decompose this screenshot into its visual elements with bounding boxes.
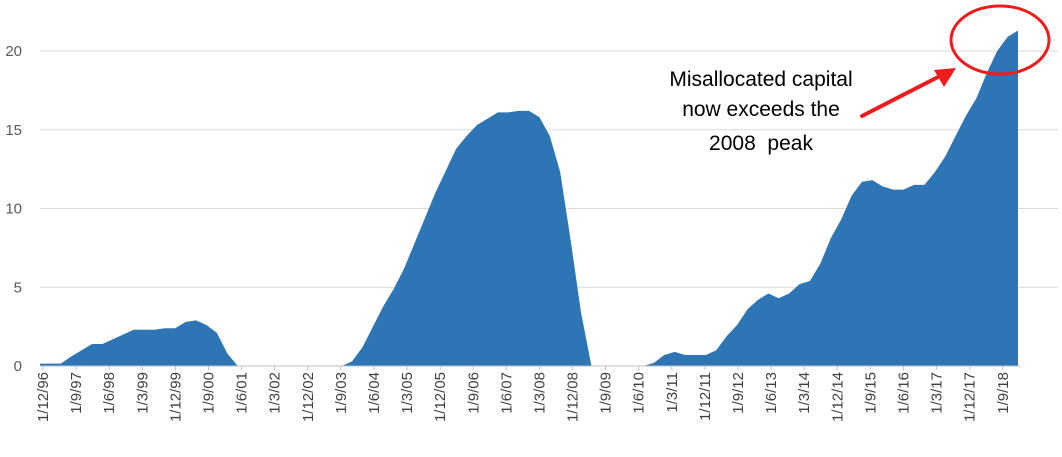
annotation-line-3: 2008 peak bbox=[709, 132, 813, 155]
x-tick-label: 1/6/07 bbox=[498, 372, 515, 414]
y-tick-label: 10 bbox=[5, 201, 22, 218]
x-tick-label: 1/3/99 bbox=[134, 372, 151, 414]
x-tick-label: 1/6/16 bbox=[896, 372, 913, 414]
x-tick-label: 1/9/09 bbox=[598, 372, 615, 414]
x-tick-label: 1/9/18 bbox=[995, 372, 1012, 414]
x-tick-label: 1/9/00 bbox=[200, 372, 217, 414]
x-tick-label: 1/3/11 bbox=[664, 372, 681, 413]
annotation-circle bbox=[949, 4, 1051, 76]
y-tick-label: 5 bbox=[14, 279, 22, 296]
x-tick-label: 1/12/08 bbox=[565, 372, 582, 422]
annotation: Misallocated capital now exceeds the 200… bbox=[669, 4, 1051, 155]
area-layer bbox=[40, 30, 1018, 367]
x-tick-label: 1/3/05 bbox=[399, 372, 416, 414]
y-tick-label: 20 bbox=[5, 43, 22, 60]
x-tick-label: 1/12/05 bbox=[432, 372, 449, 422]
annotation-line-2: now exceeds the bbox=[682, 98, 840, 121]
x-tick-label: 1/9/06 bbox=[465, 372, 482, 414]
x-tick-label: 1/12/02 bbox=[300, 372, 317, 422]
x-tick-label: 1/9/03 bbox=[333, 372, 350, 414]
x-tick-label: 1/12/11 bbox=[697, 372, 714, 421]
y-tick-label: 15 bbox=[5, 122, 22, 139]
x-tick-label: 1/3/08 bbox=[531, 372, 548, 414]
x-tick-label: 1/6/13 bbox=[763, 372, 780, 414]
x-tick-label: 1/6/01 bbox=[234, 372, 251, 414]
x-tick-label: 1/9/15 bbox=[862, 372, 879, 414]
y-tick-label: 0 bbox=[14, 358, 22, 375]
annotation-line-1: Misallocated capital bbox=[669, 68, 852, 91]
x-tick-label: 1/6/98 bbox=[101, 372, 118, 414]
x-tick-label: 1/3/02 bbox=[267, 372, 284, 414]
x-tick-label: 1/6/10 bbox=[631, 372, 648, 414]
x-tick-label: 1/12/14 bbox=[829, 372, 846, 422]
annotation-arrowhead bbox=[934, 68, 956, 87]
x-tick-label: 1/3/14 bbox=[796, 372, 813, 414]
x-tick-label: 1/9/12 bbox=[730, 372, 747, 414]
x-tick-label: 1/3/17 bbox=[929, 372, 946, 414]
x-tick-label: 1/6/04 bbox=[366, 372, 383, 414]
x-tick-label: 1/9/97 bbox=[68, 372, 85, 414]
x-tick-label: 1/12/17 bbox=[962, 372, 979, 422]
y-tick-labels: 0 5 10 15 20 bbox=[5, 43, 22, 375]
x-tick-label: 1/12/99 bbox=[167, 372, 184, 422]
x-tick-labels: 1/12/96 1/9/97 1/6/98 1/3/99 1/12/99 1/9/00 1/… bbox=[35, 366, 1012, 422]
x-tick-label: 1/12/96 bbox=[35, 372, 52, 422]
area-series bbox=[40, 30, 1018, 367]
annotation-arrow-shaft bbox=[860, 74, 942, 118]
